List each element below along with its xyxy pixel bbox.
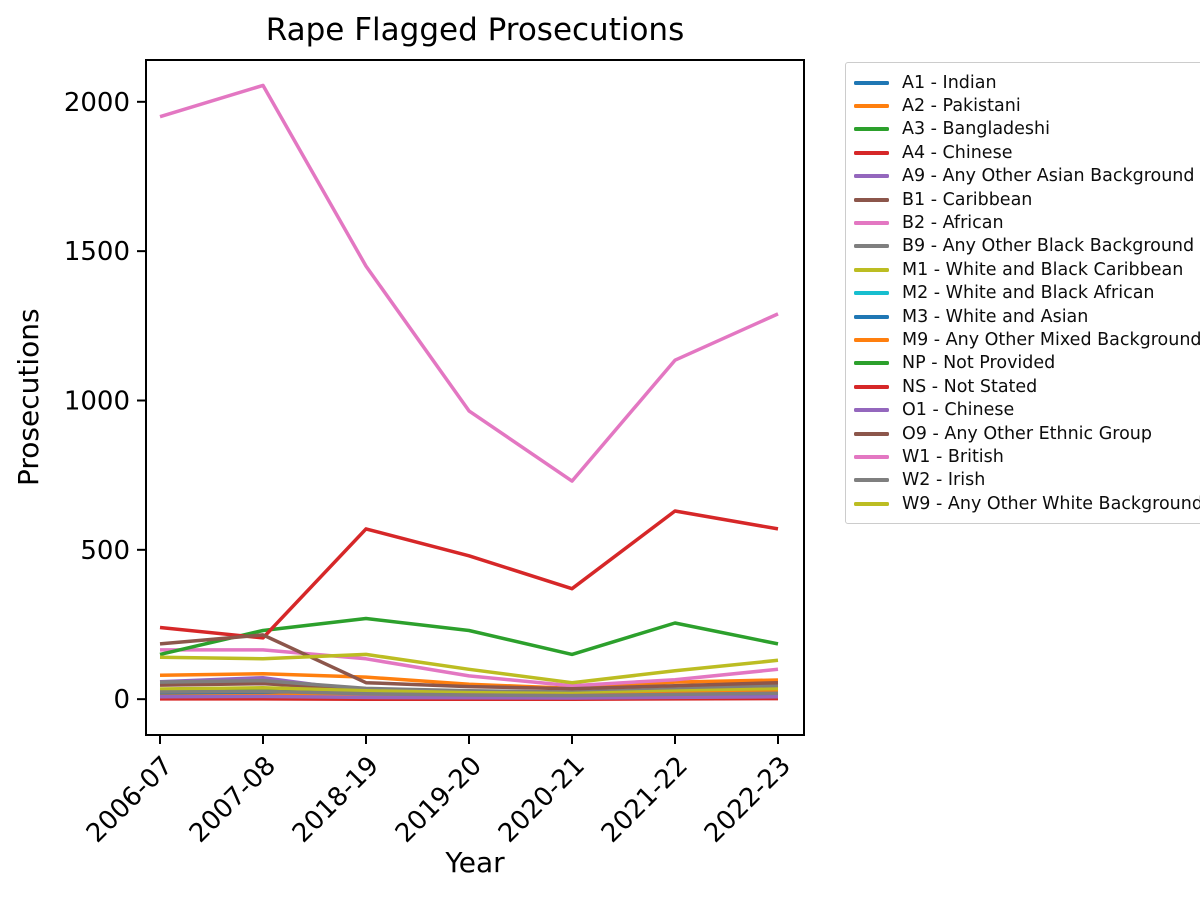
legend-label: W9 - Any Other White Background [902, 493, 1200, 514]
legend-label: A4 - Chinese [902, 142, 1013, 163]
y-tick-label: 0 [113, 685, 130, 715]
legend-label: M9 - Any Other Mixed Background [902, 329, 1200, 350]
legend-item: A4 - Chinese [854, 141, 1200, 164]
legend-swatch [854, 361, 889, 366]
legend-item: NP - Not Provided [854, 352, 1200, 375]
legend-swatch [854, 431, 889, 436]
legend-swatch [854, 221, 889, 226]
legend-swatch [854, 314, 889, 319]
legend-label: W2 - Irish [902, 470, 986, 491]
series-line-b9 [159, 678, 779, 694]
series-line-ns [159, 509, 779, 640]
series-line-o9 [159, 633, 779, 691]
y-tick-label: 2000 [64, 88, 130, 118]
legend-item: A2 - Pakistani [854, 94, 1200, 117]
legend-item: M9 - Any Other Mixed Background [854, 328, 1200, 351]
legend-swatch [854, 454, 889, 459]
legend-item: W1 - British [854, 445, 1200, 468]
x-tick-label: 2022-23 [699, 751, 797, 849]
y-tick-label: 1000 [64, 386, 130, 416]
series-line-m1 [159, 686, 779, 696]
series-line-w1 [159, 83, 779, 483]
legend-label: W1 - British [902, 446, 1004, 467]
legend-item: M3 - White and Asian [854, 305, 1200, 328]
series-line-o1 [159, 694, 779, 700]
x-tick-label: 2007-08 [184, 751, 282, 849]
legend-swatch [854, 197, 889, 202]
legend-swatch [854, 150, 889, 155]
x-axis-label: Year [445, 846, 505, 879]
legend-swatch [854, 501, 889, 506]
x-tick-label: 2020-21 [493, 751, 591, 849]
series-line-w2 [159, 689, 779, 698]
legend-swatch [854, 127, 889, 132]
legend-label: B9 - Any Other Black Background [902, 236, 1195, 257]
x-tick-label: 2018-19 [287, 751, 385, 849]
legend: A1 - Indian A2 - Pakistani A3 - Bangladesh… [845, 62, 1200, 525]
y-tick-label: 1500 [64, 237, 130, 267]
legend-label: A2 - Pakistani [902, 96, 1021, 117]
legend-swatch [854, 174, 889, 179]
legend-label: A3 - Bangladeshi [902, 119, 1051, 140]
legend-swatch [854, 80, 889, 85]
legend-item: A1 - Indian [854, 71, 1200, 94]
series-line-w9 [159, 652, 779, 685]
legend-label: M1 - White and Black Caribbean [902, 259, 1184, 280]
legend-swatch [854, 104, 889, 109]
legend-swatch [854, 337, 889, 342]
legend-item: O1 - Chinese [854, 398, 1200, 421]
legend-item: A3 - Bangladeshi [854, 118, 1200, 141]
legend-item: B2 - African [854, 211, 1200, 234]
legend-item: B1 - Caribbean [854, 188, 1200, 211]
legend-label: A9 - Any Other Asian Background [902, 166, 1195, 187]
legend-label: A1 - Indian [902, 72, 997, 93]
legend-label: B1 - Caribbean [902, 189, 1033, 210]
legend-item: B9 - Any Other Black Background [854, 235, 1200, 258]
x-tick-label: 2021-22 [596, 751, 694, 849]
legend-item: A9 - Any Other Asian Background [854, 165, 1200, 188]
legend-item: O9 - Any Other Ethnic Group [854, 422, 1200, 445]
legend-swatch [854, 267, 889, 272]
x-tick-label: 2006-07 [81, 751, 179, 849]
legend-item: M2 - White and Black African [854, 282, 1200, 305]
chart-title: Rape Flagged Prosecutions [265, 12, 685, 48]
legend-label: B2 - African [902, 213, 1004, 234]
legend-item: NS - Not Stated [854, 375, 1200, 398]
legend-label: M2 - White and Black African [902, 283, 1155, 304]
y-tick-label: 500 [80, 536, 130, 566]
legend-label: NS - Not Stated [902, 376, 1038, 397]
legend-item: W9 - Any Other White Background [854, 492, 1200, 515]
legend-swatch [854, 244, 889, 249]
legend-label: NP - Not Provided [902, 353, 1056, 374]
legend-item: M1 - White and Black Caribbean [854, 258, 1200, 281]
x-tick-label: 2019-20 [390, 751, 488, 849]
legend-swatch [854, 384, 889, 389]
legend-item: W2 - Irish [854, 469, 1200, 492]
series-line-a2 [159, 672, 779, 691]
series-line-np [159, 616, 779, 657]
legend-label: M3 - White and Asian [902, 306, 1089, 327]
legend-label: O1 - Chinese [902, 400, 1015, 421]
plot-border [145, 59, 805, 736]
legend-swatch [854, 408, 889, 413]
legend-swatch [854, 478, 889, 483]
legend-swatch [854, 291, 889, 296]
series-line-b2 [160, 648, 779, 688]
legend-label: O9 - Any Other Ethnic Group [902, 423, 1153, 444]
